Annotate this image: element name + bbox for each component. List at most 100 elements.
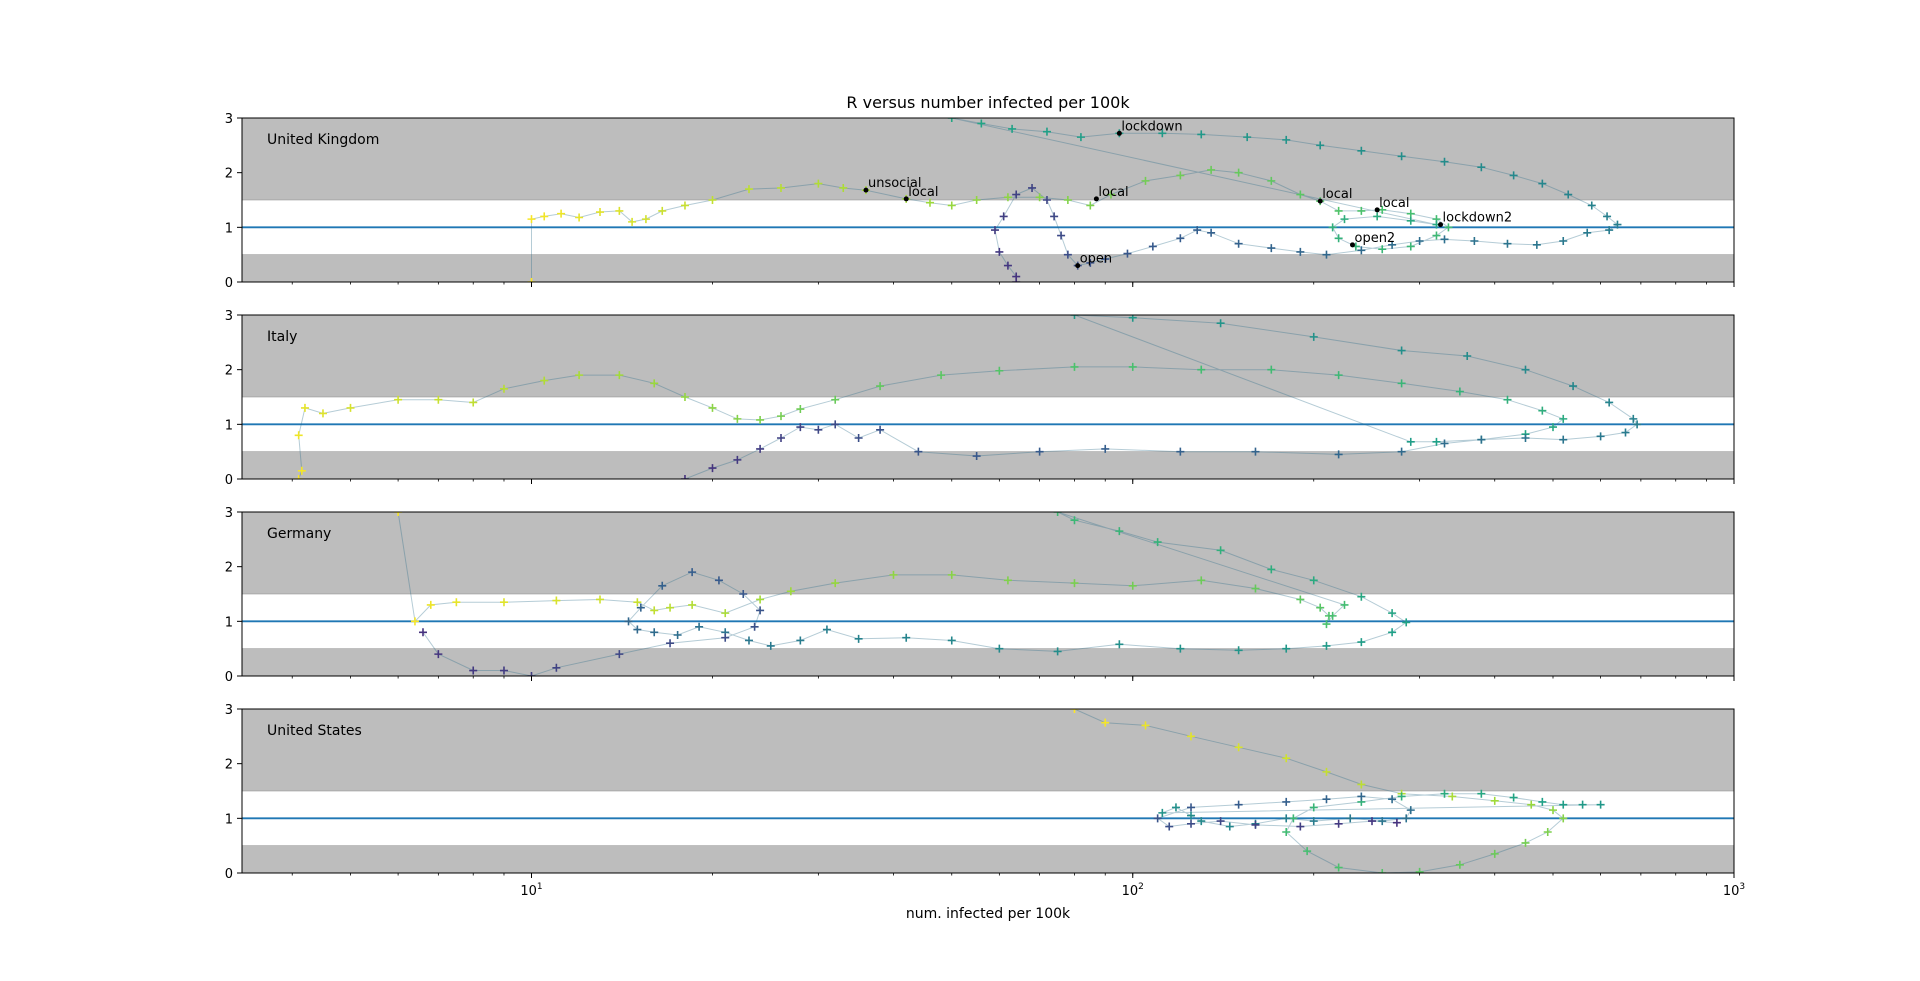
data-point: [1406, 216, 1415, 225]
data-point: [1357, 592, 1366, 601]
data-point: [947, 201, 956, 210]
data-point: [596, 595, 605, 604]
data-point: [1334, 819, 1343, 828]
data-point: [1070, 516, 1079, 525]
data-point: [1267, 176, 1276, 185]
data-point: [1397, 346, 1406, 355]
data-point: [1216, 319, 1225, 328]
data-point: [666, 639, 675, 648]
data-point: [831, 579, 840, 588]
data-point: [1322, 641, 1331, 650]
data-point: [1559, 237, 1568, 245]
data-point: [1197, 365, 1206, 374]
data-point: [1207, 228, 1216, 237]
data-point: [1477, 789, 1486, 798]
data-point: [1197, 817, 1206, 826]
shaded-band: [241, 451, 1735, 480]
data-point: [889, 570, 898, 579]
annotation-label: local: [1322, 187, 1352, 202]
data-point: [1316, 603, 1325, 612]
annotation-point: [1093, 196, 1099, 202]
data-point: [756, 606, 765, 615]
data-point: [756, 595, 765, 604]
data-point: [1053, 647, 1062, 656]
y-tick-label: 2: [225, 561, 233, 576]
data-point: [636, 603, 645, 612]
data-point: [1234, 800, 1243, 809]
shaded-band: [241, 254, 1735, 283]
data-point: [557, 209, 566, 218]
data-point: [346, 403, 355, 412]
data-point: [1543, 828, 1552, 836]
data-point: [750, 622, 759, 631]
data-point: [596, 208, 605, 217]
data-point: [1392, 818, 1401, 827]
data-point: [1559, 414, 1568, 423]
data-point: [1303, 847, 1312, 856]
panel-name-label: Italy: [267, 329, 297, 345]
data-point: [410, 617, 419, 626]
data-point: [1193, 226, 1202, 235]
data-point: [990, 226, 999, 235]
data-point: [972, 196, 981, 204]
data-point: [1128, 581, 1137, 590]
data-point: [1153, 814, 1162, 823]
data-point: [1216, 546, 1225, 555]
data-point: [1042, 196, 1051, 204]
panel-name-label: United Kingdom: [267, 132, 379, 148]
data-point: [1596, 432, 1605, 441]
data-point: [1397, 447, 1406, 456]
data-point: [673, 631, 682, 639]
data-point: [1086, 201, 1095, 210]
data-point: [977, 119, 986, 128]
series-group: [527, 118, 1622, 282]
data-point: [1328, 611, 1337, 620]
annotation-point: [1438, 222, 1444, 228]
x-axis-label: num. infected per 100k: [906, 906, 1071, 922]
data-point: [1357, 792, 1366, 801]
data-point: [633, 598, 642, 607]
panel-frame: [241, 117, 1735, 283]
data-point: [1086, 258, 1095, 267]
data-point: [1334, 206, 1343, 215]
annotation-label: lockdown2: [1443, 211, 1513, 226]
data-point: [995, 644, 1004, 653]
data-point: [1373, 212, 1382, 221]
data-point: [1340, 215, 1349, 224]
data-point: [1564, 190, 1573, 199]
data-point: [814, 179, 823, 188]
data-point: [876, 425, 885, 434]
data-point: [1322, 250, 1331, 259]
data-point: [1176, 447, 1185, 456]
series-line: [397, 512, 1408, 676]
data-point: [776, 434, 785, 442]
annotation-label: local: [1098, 185, 1128, 200]
data-point: [796, 405, 805, 414]
data-point: [1406, 242, 1415, 251]
data-point: [1008, 124, 1017, 133]
data-point: [756, 415, 765, 424]
data-point: [1115, 640, 1124, 649]
data-point: [1559, 435, 1568, 444]
y-tick-label: 0: [225, 867, 233, 882]
data-point: [1050, 212, 1059, 221]
data-point: [744, 185, 753, 194]
data-point: [1141, 176, 1150, 185]
data-point: [1309, 817, 1318, 826]
data-point: [394, 512, 403, 516]
data-point: [527, 672, 536, 676]
panel-1: Italy 0 1 2 3: [225, 309, 1735, 488]
data-point: [1158, 808, 1167, 817]
data-point: [680, 475, 689, 479]
shaded-band: [241, 314, 1735, 398]
data-point: [1053, 512, 1062, 516]
data-point: [1296, 190, 1305, 199]
data-point: [1402, 814, 1411, 823]
annotation-label: unsocial: [868, 176, 922, 191]
data-point: [1440, 235, 1449, 244]
data-point: [1388, 628, 1397, 637]
data-point: [1282, 828, 1291, 836]
data-point: [1538, 406, 1547, 415]
shaded-band: [241, 117, 1735, 201]
annotation-label: open: [1080, 252, 1112, 267]
